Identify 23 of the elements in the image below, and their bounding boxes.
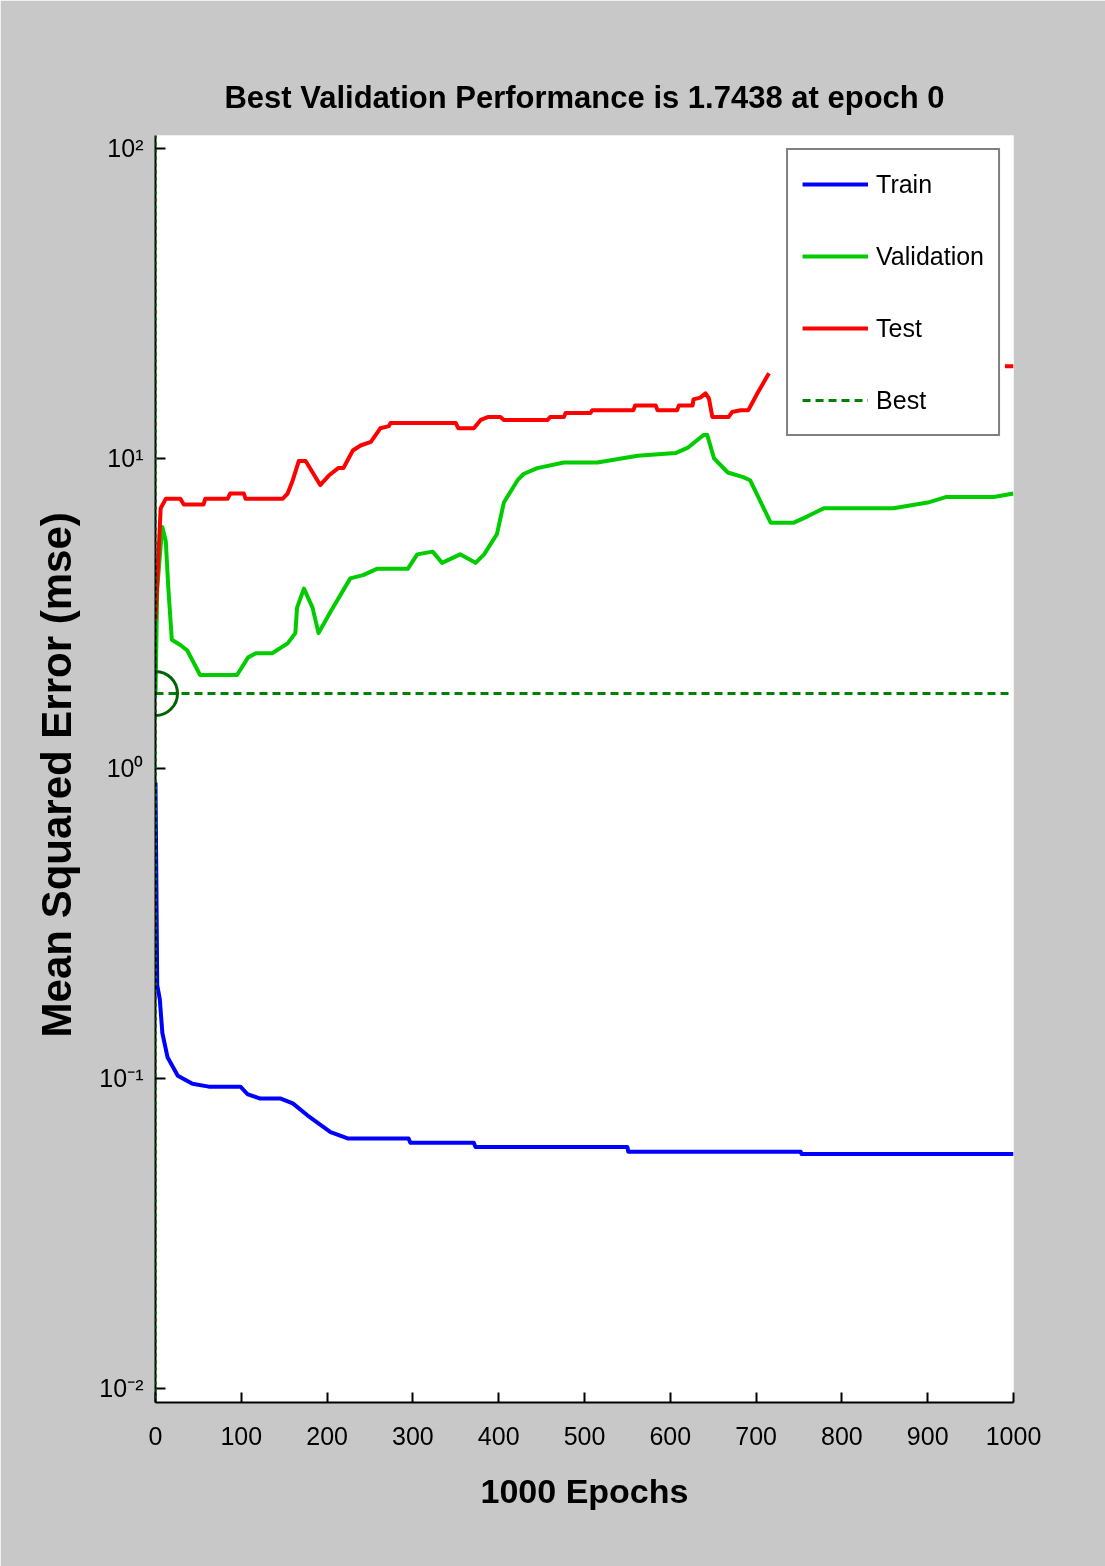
legend-label: Test — [876, 312, 922, 344]
y-tick-label: 10⁰ — [106, 754, 144, 783]
x-tick-label: 400 — [477, 1421, 520, 1450]
x-axis-title: 1000 Epochs — [480, 1471, 689, 1510]
x-tick-label: 900 — [906, 1421, 949, 1450]
y-axis-title: Mean Squared Error (mse) — [33, 512, 81, 1038]
x-tick-label: 0 — [148, 1421, 163, 1450]
x-tick-label: 600 — [649, 1421, 692, 1450]
y-tick-label: 10⁻² — [99, 1374, 144, 1403]
y-tick-label: 10¹ — [107, 444, 144, 473]
x-tick-label: 1000 — [985, 1421, 1042, 1450]
x-tick-label: 200 — [306, 1421, 348, 1450]
x-tick-label: 500 — [563, 1421, 606, 1450]
legend-label: Train — [876, 168, 933, 200]
y-tick-label: 10⁻¹ — [99, 1064, 144, 1093]
x-tick-label: 800 — [821, 1421, 863, 1450]
x-tick-label: 100 — [220, 1421, 263, 1450]
y-tick-label: 10² — [107, 134, 144, 163]
chart-title: Best Validation Performance is 1.7438 at epoch 0 — [224, 79, 945, 115]
x-tick-label: 300 — [392, 1421, 434, 1450]
x-tick-label: 700 — [735, 1421, 777, 1450]
legend-label: Validation — [876, 240, 984, 272]
legend-label: Best — [876, 384, 927, 416]
